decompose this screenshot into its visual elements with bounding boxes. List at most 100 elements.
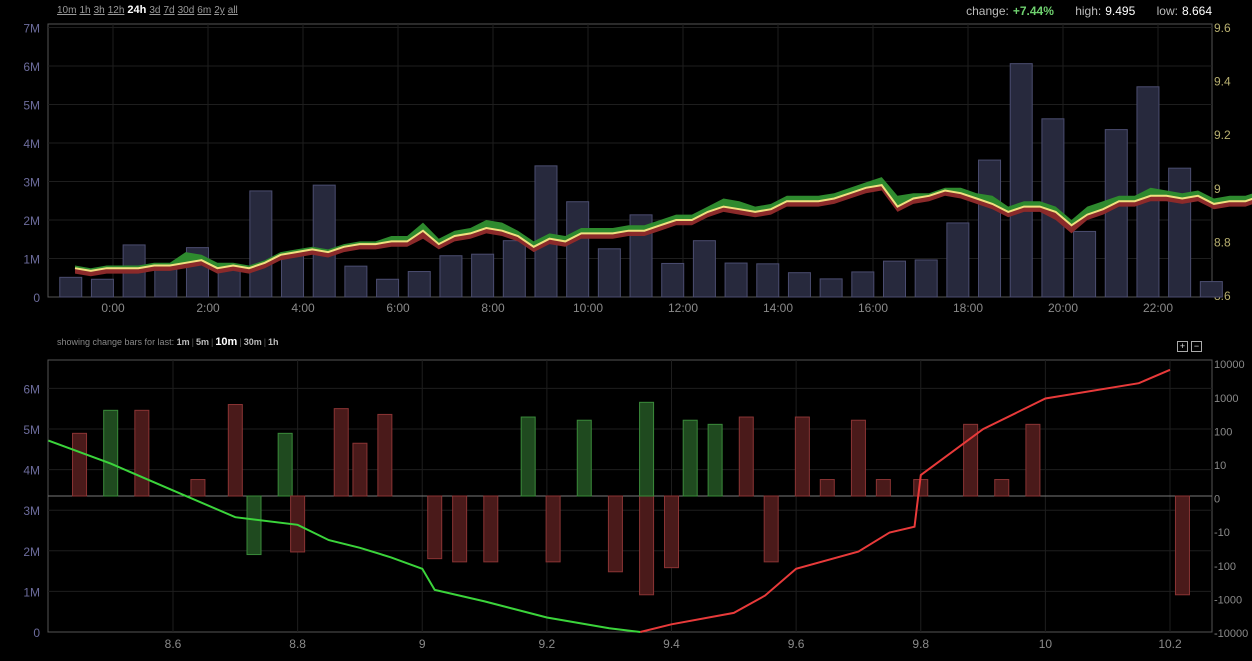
change-bar [545, 495, 561, 563]
timeframe-2y[interactable]: 2y [214, 5, 225, 16]
change-y-tick-label: 10000 [1214, 359, 1245, 371]
volume-bar [502, 240, 526, 298]
timeframe-30d[interactable]: 30d [177, 5, 195, 16]
change-bar [520, 416, 536, 497]
volume-bar [597, 248, 621, 298]
price-y-tick-label: 9.4 [1214, 75, 1231, 89]
volume-y-tick-label: 6M [23, 60, 40, 74]
volume-bar [407, 271, 431, 298]
volume-y-tick-label: 0 [33, 626, 40, 640]
change-bar [707, 423, 723, 497]
x-tick-label: 9.4 [663, 637, 680, 651]
volume-y-tick-label: 3M [23, 176, 40, 190]
x-tick-label: 9.8 [912, 637, 929, 651]
x-tick-label: 16:00 [858, 301, 888, 315]
volume-bar [534, 165, 558, 298]
timeframe-6m[interactable]: 6m [197, 5, 212, 16]
changebar-option-10m[interactable]: 10m [215, 336, 238, 348]
zoom-out-button[interactable]: − [1191, 341, 1202, 352]
timeframe-24h[interactable]: 24h [127, 4, 147, 16]
volume-bar [819, 278, 843, 298]
volume-y-tick-label: 3M [23, 504, 40, 518]
change-y-tick-label: 100 [1214, 426, 1232, 438]
volume-y-tick-label: 7M [23, 22, 40, 36]
volume-bar [978, 159, 1002, 298]
volume-bar [692, 240, 716, 298]
x-tick-label: 9.2 [539, 637, 556, 651]
price-y-tick-label: 9.6 [1214, 21, 1231, 35]
bid-depth-line [48, 439, 641, 633]
volume-bar [344, 265, 368, 298]
change-bar [819, 479, 835, 497]
change-bars-prefix: showing change bars for last: [57, 337, 175, 347]
volume-y-tick-label: 2M [23, 545, 40, 559]
change-y-tick-label: -10 [1214, 527, 1230, 539]
x-tick-label: 8.6 [165, 637, 182, 651]
high-value: 9.495 [1105, 4, 1136, 18]
price-y-tick-label: 8.8 [1214, 235, 1231, 249]
change-bar [664, 495, 679, 569]
timeframe-3d[interactable]: 3d [149, 5, 161, 16]
volume-bar [59, 276, 83, 298]
volume-bar [1009, 63, 1033, 298]
change-bar [377, 413, 393, 497]
timeframe-selector: 10m 1h 3h 12h 24h 3d 7d 30d 6m 2y all [57, 4, 241, 16]
change-bar [452, 495, 468, 563]
low-value: 8.664 [1181, 4, 1212, 18]
volume-bar [566, 201, 590, 298]
timeframe-all[interactable]: all [227, 5, 238, 16]
volume-bar [661, 262, 685, 298]
separator: | [210, 337, 214, 347]
volume-y-tick-label: 6M [23, 382, 40, 396]
volume-bar [471, 253, 495, 298]
volume-y-tick-label: 5M [23, 99, 40, 113]
x-tick-label: 4:00 [291, 301, 315, 315]
low-label: low: [1156, 4, 1178, 18]
volume-bar [249, 190, 273, 298]
change-bar [277, 432, 293, 497]
change-y-tick-label: 10 [1214, 460, 1226, 472]
change-bar [994, 479, 1010, 497]
change-y-tick-label: 1000 [1214, 393, 1238, 405]
volume-bar [90, 278, 114, 298]
changebar-option-5m[interactable]: 5m [195, 337, 209, 347]
timeframe-3h[interactable]: 3h [93, 5, 105, 16]
volume-bar [946, 222, 970, 298]
change-bar [103, 409, 119, 497]
separator: | [239, 337, 242, 347]
timeframe-12h[interactable]: 12h [107, 5, 125, 16]
change-bar [639, 401, 655, 497]
price-y-tick-label: 9.2 [1214, 128, 1231, 142]
change-bar [576, 419, 592, 497]
volume-y-tick-label: 5M [23, 423, 40, 437]
change-y-tick-label: -10000 [1214, 628, 1248, 640]
volume-y-tick-label: 1M [23, 585, 40, 599]
x-tick-label: 6:00 [386, 301, 410, 315]
ask-depth-line [640, 368, 1171, 633]
change-bar [607, 495, 623, 573]
changebar-option-30m[interactable]: 30m [243, 337, 262, 347]
volume-bar [439, 255, 463, 298]
price-stats: change: +7.44% high: 9.495 low: 8.664 [966, 4, 1212, 18]
x-tick-label: 10 [1039, 637, 1053, 651]
change-bar [738, 416, 754, 497]
change-bar [850, 419, 866, 497]
volume-bar [312, 184, 336, 298]
price-line [74, 184, 1252, 272]
change-bar [682, 419, 698, 497]
change-y-tick-label: -1000 [1214, 594, 1242, 606]
volume-y-tick-label: 2M [23, 214, 40, 228]
changebar-option-1h[interactable]: 1h [268, 337, 279, 347]
zoom-in-button[interactable]: + [1177, 341, 1188, 352]
timeframe-1h[interactable]: 1h [79, 5, 91, 16]
change-value: +7.44% [1012, 4, 1054, 18]
volume-bar [1073, 230, 1097, 298]
volume-y-tick-label: 1M [23, 253, 40, 267]
changebar-option-1m[interactable]: 1m [176, 337, 190, 347]
change-bar [763, 495, 779, 563]
timeframe-10m[interactable]: 10m [57, 5, 77, 16]
x-tick-label: 8.8 [289, 637, 306, 651]
change-bar [875, 479, 891, 497]
timeframe-7d[interactable]: 7d [163, 5, 175, 16]
